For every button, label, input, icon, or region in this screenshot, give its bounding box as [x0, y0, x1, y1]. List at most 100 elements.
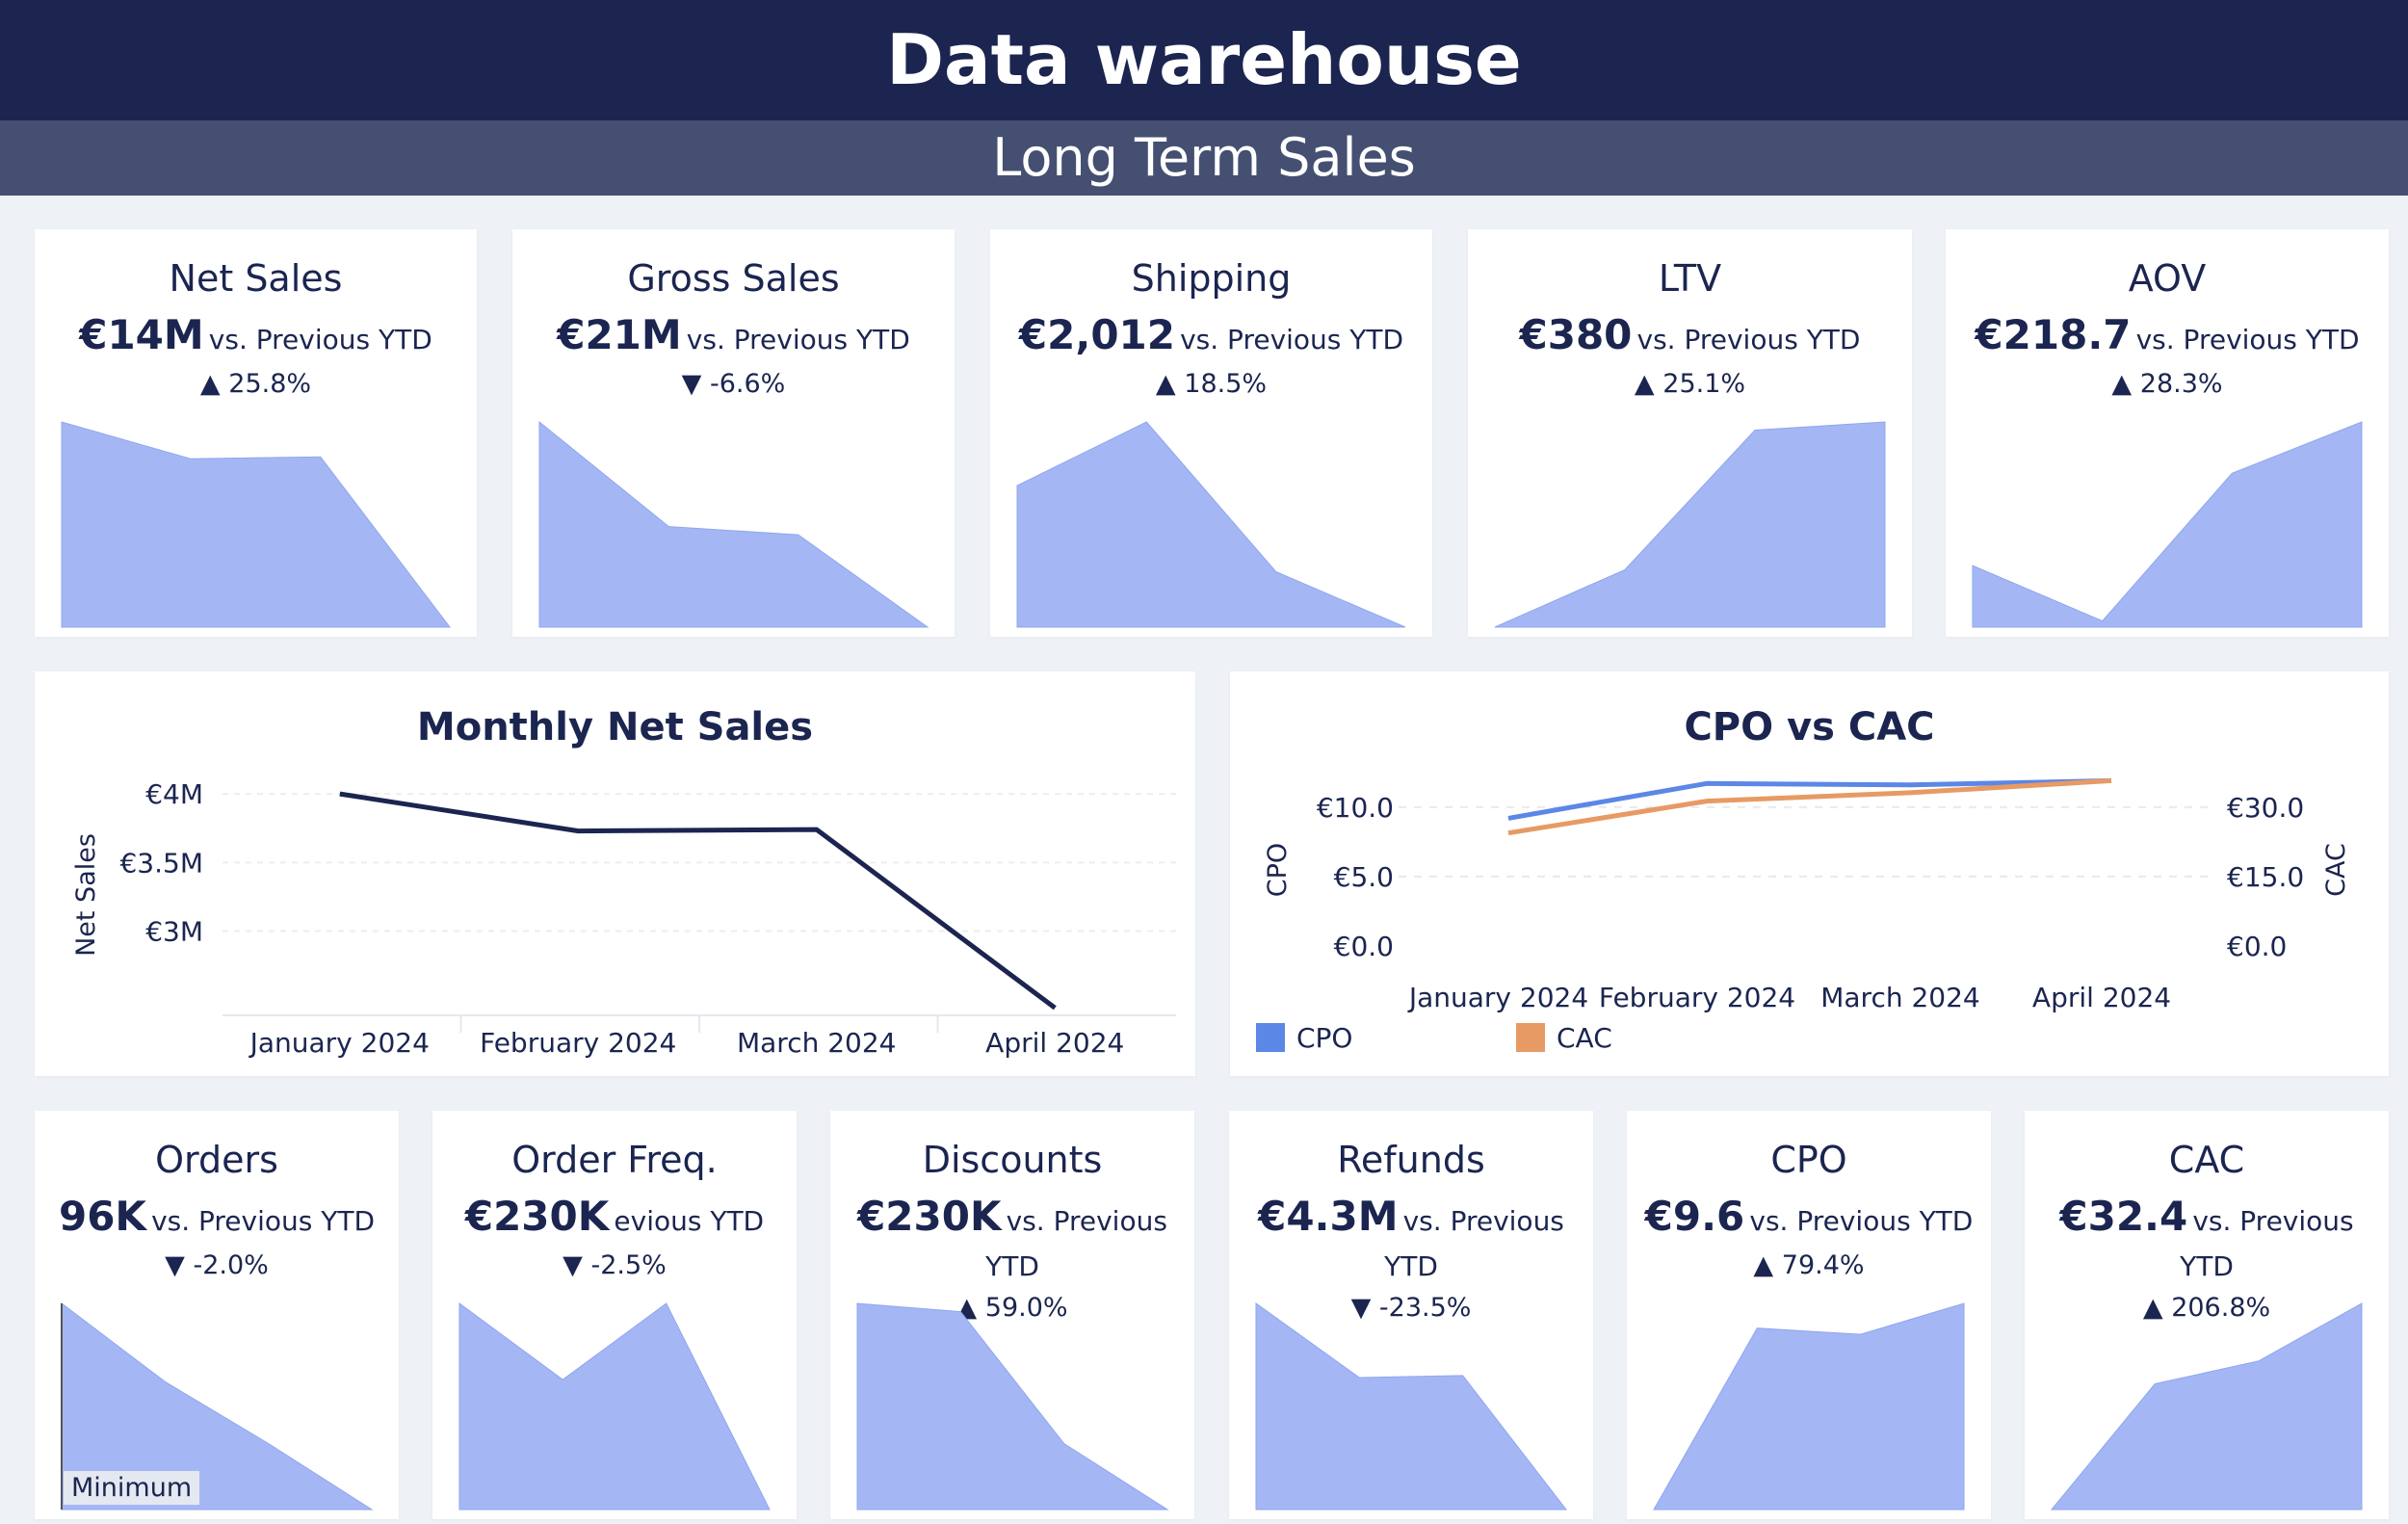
- kpi-value-line: €14M vs. Previous YTD: [35, 311, 477, 358]
- y-tick-label: €3M: [145, 916, 203, 948]
- sparkline-area: [1972, 421, 2363, 628]
- cpo-line: [1507, 777, 2112, 821]
- kpi-delta: ▲ 28.3%: [1946, 369, 2389, 399]
- cpo-legend-label[interactable]: CPO: [1296, 1022, 1352, 1054]
- kpi-title: Gross Sales: [627, 257, 840, 300]
- kpi-card: LTV €380 vs. Previous YTD ▲ 25.1%: [1468, 229, 1912, 637]
- kpi-delta-value: -6.6%: [710, 369, 786, 399]
- kpi-title: Discounts: [922, 1139, 1103, 1181]
- kpi-sparkline: [1653, 1302, 1965, 1511]
- kpi-value-line: €9.6 vs. Previous YTD: [1627, 1193, 1991, 1240]
- x-tick-label: April 2024: [2032, 982, 2171, 1013]
- kpi-sparkline: [1494, 421, 1886, 628]
- kpi-sparkline: [856, 1302, 1169, 1511]
- cac-line: [1507, 777, 2112, 836]
- kpi-value: €230K: [857, 1193, 1002, 1240]
- left-tick-label: €0.0: [1334, 931, 1394, 962]
- right-axis-label: CAC: [2321, 843, 2351, 897]
- kpi-title: LTV: [1658, 257, 1722, 300]
- kpi-delta-value: -2.5%: [590, 1250, 667, 1280]
- kpi-card: Net Sales €14M vs. Previous YTD ▲ 25.8%: [35, 229, 477, 637]
- arrow-up-icon: ▲: [1753, 1250, 1774, 1280]
- kpi-title: Refunds: [1337, 1139, 1485, 1181]
- dashboard-subtitle: Long Term Sales: [0, 120, 2408, 196]
- kpi-comparison-label: vs. Previous YTD: [1180, 324, 1404, 355]
- kpi-value: €14M: [79, 311, 204, 358]
- cpo-vs-cac-title: CPO vs CAC: [1684, 705, 1935, 749]
- sparkline-area: [458, 1302, 771, 1511]
- x-tick-label: February 2024: [1599, 982, 1795, 1013]
- kpi-delta-value: -2.0%: [193, 1250, 269, 1280]
- right-tick-label: €0.0: [2227, 931, 2287, 962]
- kpi-card: CPO €9.6 vs. Previous YTD ▲ 79.4%: [1627, 1111, 1991, 1519]
- monthly-net-sales-card: Monthly Net Sales €3M €3.5M €4M Net Sales Ja…: [35, 671, 1195, 1076]
- kpi-card: Discounts €230K vs. Previous YTD ▲ 59.0%: [830, 1111, 1194, 1519]
- kpi-comparison-label: vs. Previous: [2192, 1205, 2354, 1237]
- kpi-comparison-label-cont: YTD: [2180, 1250, 2234, 1282]
- kpi-title: AOV: [2128, 257, 2207, 300]
- kpi-comparison-label-cont: YTD: [1384, 1250, 1438, 1282]
- kpi-delta-value: 25.8%: [228, 369, 312, 399]
- kpi-value: €4.3M: [1258, 1193, 1399, 1240]
- kpi-value-line: €21M vs. Previous YTD: [512, 311, 955, 358]
- x-tick-label: January 2024: [249, 1027, 430, 1059]
- left-tick-label: €10.0: [1317, 792, 1394, 824]
- kpi-delta: ▲ 25.8%: [35, 369, 477, 399]
- kpi-value: €9.6: [1644, 1193, 1745, 1240]
- minimum-label: Minimum: [64, 1471, 200, 1505]
- y-tick-label: €3.5M: [119, 847, 203, 879]
- kpi-value: €32.4: [2059, 1193, 2188, 1240]
- kpi-comparison-label: vs. Previous YTD: [208, 324, 432, 355]
- kpi-delta-value: -23.5%: [1378, 1293, 1472, 1323]
- kpi-card: Shipping €2,012 vs. Previous YTD ▲ 18.5%: [990, 229, 1432, 637]
- kpi-card: Orders 96K vs. Previous YTD ▼ -2.0% Minimum: [35, 1111, 399, 1519]
- kpi-comparison-label: vs. Previous YTD: [1636, 324, 1861, 355]
- cac-legend-swatch[interactable]: [1516, 1023, 1545, 1052]
- x-tick-label: March 2024: [737, 1027, 897, 1059]
- kpi-value-line: €2,012 vs. Previous YTD: [990, 311, 1432, 358]
- kpi-value-line: €380 vs. Previous YTD: [1468, 311, 1912, 358]
- sparkline-area: [61, 421, 452, 628]
- kpi-delta: ▲ 79.4%: [1627, 1250, 1991, 1280]
- sparkline-area: [1653, 1302, 1965, 1511]
- arrow-up-icon: ▲: [199, 369, 221, 399]
- kpi-delta-value: 28.3%: [2139, 369, 2223, 399]
- sparkline-area: [1016, 421, 1406, 628]
- arrow-up-icon: ▲: [1634, 369, 1655, 399]
- right-tick-label: €15.0: [2227, 861, 2304, 893]
- kpi-value: €2,012: [1018, 311, 1175, 358]
- kpi-sparkline: [2050, 1302, 2363, 1511]
- arrow-down-icon: ▼: [1350, 1293, 1372, 1323]
- kpi-comparison-label: vs. Previous YTD: [151, 1205, 376, 1237]
- cpo-vs-cac-card: CPO vs CAC €0.0 €5.0 €10.0 €0.0 €15.0 €30.0 CP…: [1230, 671, 2389, 1076]
- kpi-title: Net Sales: [169, 257, 343, 300]
- x-tick-label: March 2024: [1820, 982, 1980, 1013]
- kpi-delta-value: 206.8%: [2171, 1293, 2271, 1323]
- kpi-card: AOV €218.7 vs. Previous YTD ▲ 28.3%: [1946, 229, 2389, 637]
- kpi-title: Order Freq.: [511, 1139, 718, 1181]
- arrow-up-icon: ▲: [2111, 369, 2133, 399]
- kpi-delta-value: 18.5%: [1184, 369, 1268, 399]
- kpi-card: Gross Sales €21M vs. Previous YTD ▼ -6.6%: [512, 229, 955, 637]
- kpi-delta: ▲ 25.1%: [1468, 369, 1912, 399]
- cac-legend-label[interactable]: CAC: [1557, 1022, 1612, 1054]
- arrow-down-icon: ▼: [563, 1250, 583, 1280]
- kpi-sparkline: [1972, 421, 2363, 628]
- sparkline-area: [856, 1302, 1169, 1511]
- y-tick-label: €4M: [145, 778, 203, 810]
- x-tick-label: January 2024: [1407, 982, 1588, 1013]
- kpi-delta: ▲ 206.8%: [2025, 1293, 2389, 1323]
- kpi-delta: ▼ -23.5%: [1229, 1293, 1593, 1323]
- cpo-legend-swatch[interactable]: [1256, 1023, 1285, 1052]
- kpi-value-line: €230K vs. Previous: [830, 1193, 1194, 1240]
- right-tick-label: €30.0: [2227, 792, 2304, 824]
- net-sales-line: [339, 791, 1057, 1011]
- kpi-delta-value: 79.4%: [1781, 1250, 1865, 1280]
- kpi-sparkline: [458, 1302, 771, 1511]
- kpi-delta: ▼ -2.5%: [432, 1250, 797, 1280]
- monthly-net-sales-title: Monthly Net Sales: [416, 705, 814, 749]
- kpi-comparison-label: vs. Previous YTD: [2135, 324, 2360, 355]
- kpi-card: Refunds €4.3M vs. Previous YTD ▼ -23.5%: [1229, 1111, 1593, 1519]
- y-axis-label: Net Sales: [71, 833, 101, 957]
- kpi-value: 96K: [58, 1193, 146, 1240]
